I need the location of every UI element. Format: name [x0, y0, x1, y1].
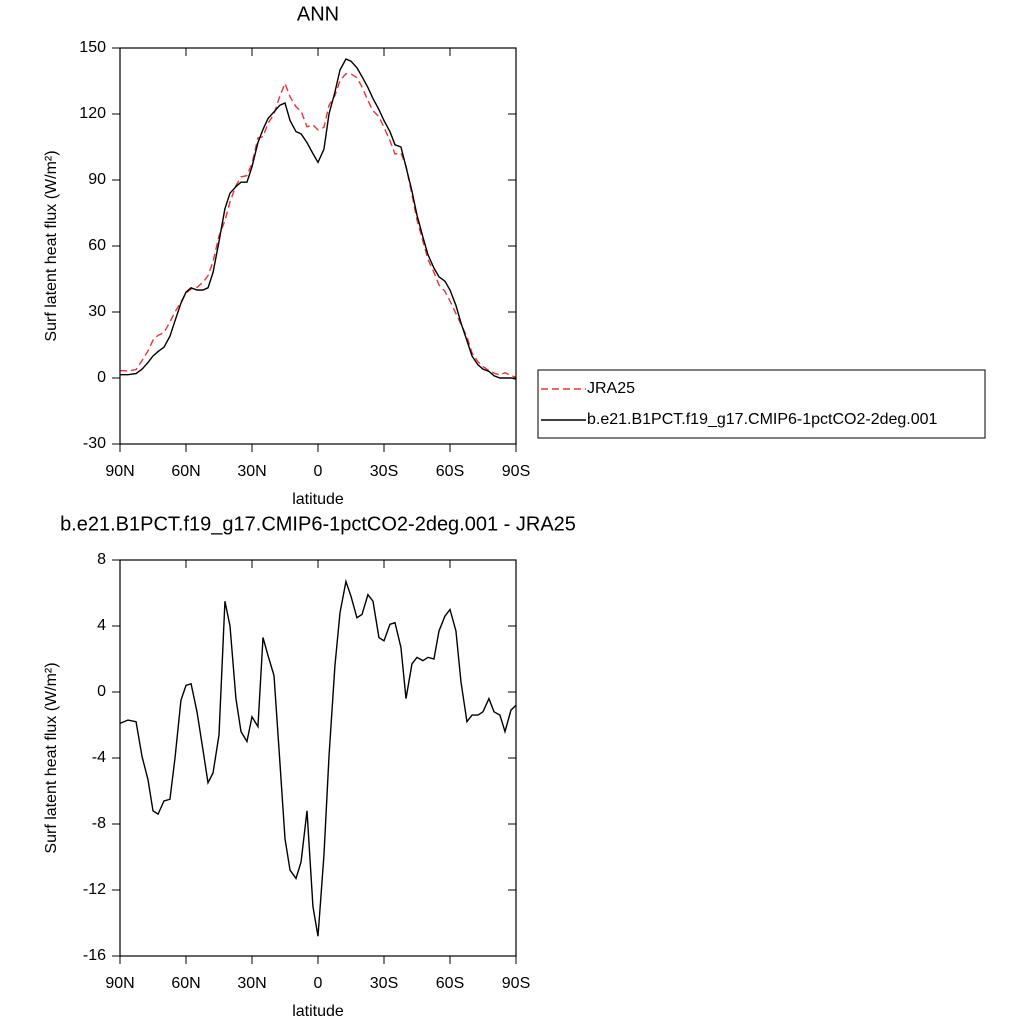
y-tick-label: 8: [97, 551, 106, 568]
x-tick-label: 90S: [502, 975, 530, 992]
x-tick-label: 60N: [171, 975, 200, 992]
x-tick-label: 90S: [502, 463, 530, 480]
x-tick-label: 90N: [105, 463, 134, 480]
x-axis-label: latitude: [292, 1003, 344, 1020]
y-tick-label: -8: [92, 815, 106, 832]
y-tick-label: 0: [97, 683, 106, 700]
x-tick-label: 30N: [237, 975, 266, 992]
x-tick-label: 60S: [436, 975, 464, 992]
y-axis-label: Surf latent heat flux (W/m²): [43, 662, 60, 853]
plot-frame: [119, 559, 517, 957]
chart-title: b.e21.B1PCT.f19_g17.CMIP6-1pctCO2-2deg.0…: [60, 513, 576, 535]
y-tick-label: 30: [88, 303, 106, 320]
x-tick-label: 90N: [105, 975, 134, 992]
x-tick-label: 60N: [171, 463, 200, 480]
plot-frame: [119, 47, 517, 445]
y-axis-label: Surf latent heat flux (W/m²): [43, 150, 60, 341]
x-tick-label: 0: [314, 975, 323, 992]
y-tick-label: 60: [88, 237, 106, 254]
legend-box: [537, 369, 986, 439]
x-tick-label: 30S: [370, 975, 398, 992]
y-tick-label: -12: [83, 881, 106, 898]
series-line: [120, 58, 517, 380]
x-tick-label: 30S: [370, 463, 398, 480]
y-tick-label: 0: [97, 369, 106, 386]
y-tick-label: 4: [97, 617, 106, 634]
y-tick-label: 150: [79, 39, 106, 56]
legend-label: b.e21.B1PCT.f19_g17.CMIP6-1pctCO2-2deg.0…: [587, 411, 938, 428]
series-line: [119, 578, 517, 937]
y-tick-label: -16: [83, 947, 106, 964]
x-tick-label: 60S: [436, 463, 464, 480]
y-tick-label: 120: [79, 105, 106, 122]
y-tick-label: 90: [88, 171, 106, 188]
y-tick-label: -4: [92, 749, 106, 766]
series-line: [119, 73, 517, 379]
x-axis-label: latitude: [292, 491, 344, 508]
y-tick-label: -30: [83, 435, 106, 452]
legend-label: JRA25: [587, 380, 635, 397]
x-tick-label: 30N: [237, 463, 266, 480]
chart-title: ANN: [297, 3, 339, 25]
x-tick-label: 0: [314, 463, 323, 480]
